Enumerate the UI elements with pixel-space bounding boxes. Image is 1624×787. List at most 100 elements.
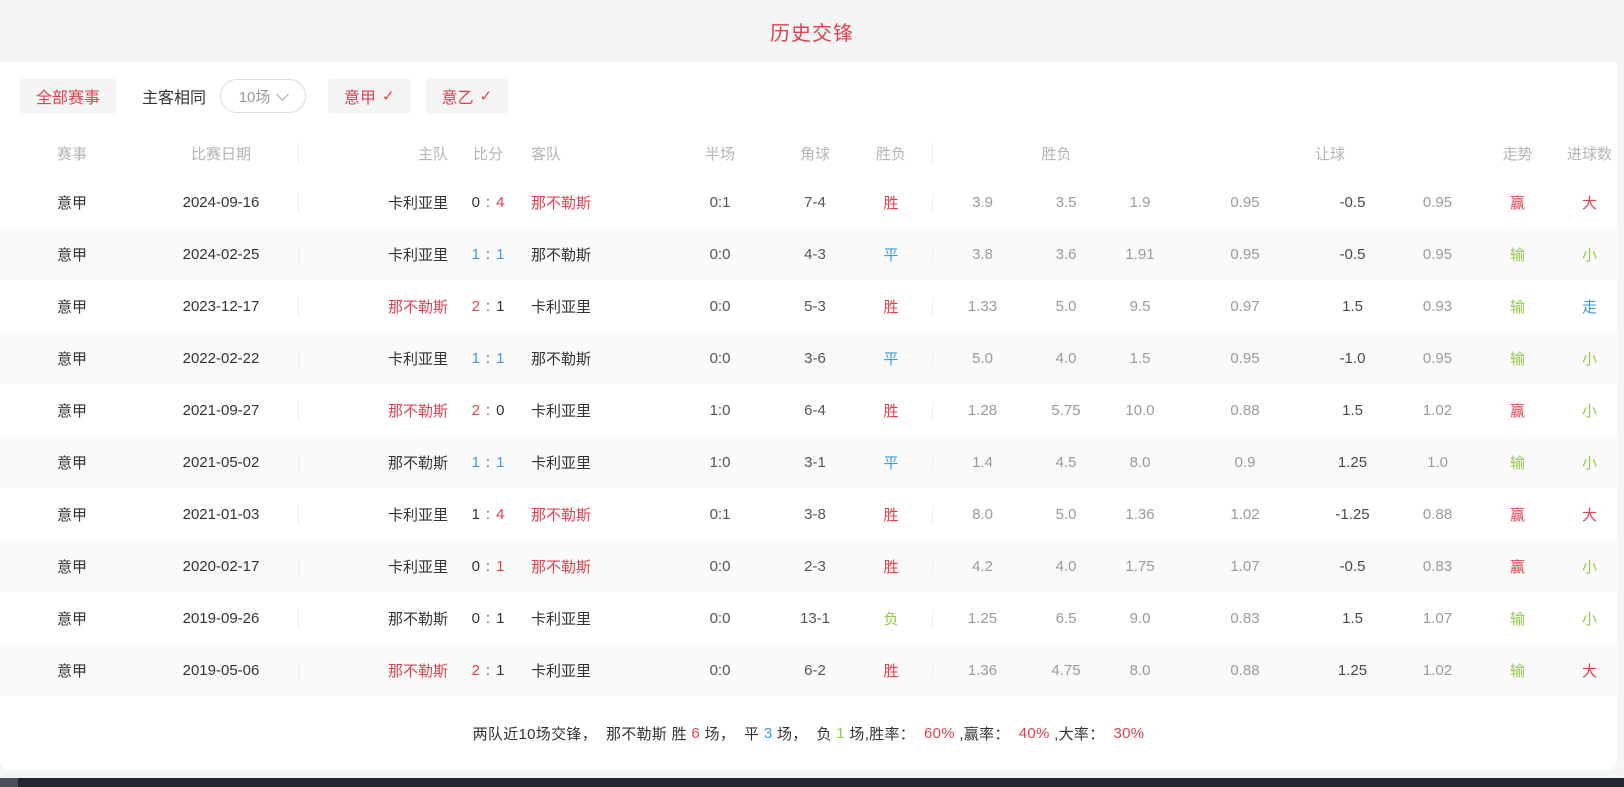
- table-row: 意甲 2019-05-06 那不勒斯 2:1 卡利亚里 0:0 6-2 胜 1.…: [0, 644, 1617, 696]
- score-separator: :: [485, 193, 491, 211]
- serie-a-label: 意甲: [344, 90, 377, 107]
- handicap-home-cell: 0.9: [1234, 453, 1256, 471]
- handicap-home-cell: 0.95: [1230, 349, 1260, 367]
- handicap-away-cell: 0.88: [1422, 505, 1453, 523]
- goals-cell: 小: [1581, 610, 1597, 628]
- summary-segment: 30%: [1113, 724, 1145, 742]
- away-team-cell: 卡利亚里: [531, 662, 592, 680]
- goals-cell: 小: [1581, 246, 1597, 264]
- handicap-away-cell: 1.02: [1422, 401, 1453, 419]
- away-score: 1: [496, 245, 505, 263]
- trend-cell: 赢: [1509, 402, 1525, 420]
- date-cell: 2019-05-06: [182, 661, 260, 679]
- serie-b-filter-button[interactable]: 意乙 ✓: [425, 78, 509, 114]
- summary-segment: 6: [691, 724, 701, 742]
- rounds-dropdown[interactable]: 10场: [220, 79, 307, 113]
- handicap-line-cell: 1.5: [1342, 297, 1363, 315]
- score-separator: :: [485, 557, 491, 575]
- trend-cell: 输: [1509, 610, 1525, 628]
- trend-cell: 输: [1509, 246, 1525, 264]
- odds-lose-cell: 1.75: [1125, 557, 1155, 575]
- odds-draw-cell: 5.75: [1051, 401, 1081, 419]
- header-result: 胜负: [875, 145, 906, 163]
- away-team-cell: 那不勒斯: [531, 194, 592, 212]
- score-cell: 2:1: [458, 662, 518, 679]
- all-matches-button[interactable]: 全部赛事: [20, 78, 117, 114]
- table-header-row: 赛事 比赛日期 主队 比分 客队 半场 角球 胜负 胜负 让球 走势 进球数: [0, 130, 1617, 176]
- home-score: 2: [471, 401, 480, 419]
- check-icon: ✓: [382, 88, 395, 105]
- away-score: 1: [496, 349, 505, 367]
- league-cell: 意甲: [56, 662, 87, 680]
- league-cell: 意甲: [56, 558, 87, 576]
- summary-segment: 40%: [1018, 724, 1050, 742]
- handicap-line-cell: -1.25: [1335, 505, 1370, 523]
- handicap-home-cell: 0.88: [1230, 401, 1260, 419]
- header-score: 比分: [472, 145, 503, 163]
- chevron-down-icon: [276, 87, 290, 101]
- summary-segment: 两队近10场交锋， 那不勒斯 胜: [472, 725, 692, 743]
- odds-win-cell: 1.28: [932, 401, 1032, 419]
- score-separator: :: [485, 297, 491, 315]
- page-title: 历史交锋: [770, 22, 854, 45]
- handicap-away-cell: 0.95: [1422, 245, 1453, 263]
- score-cell: 0:1: [458, 610, 518, 627]
- header-handicap-group: 让球: [1314, 145, 1345, 163]
- home-score: 2: [471, 661, 480, 679]
- away-score: 1: [496, 557, 505, 575]
- check-icon: ✓: [479, 88, 493, 105]
- header-league: 赛事: [56, 145, 87, 163]
- handicap-line-cell: 1.25: [1337, 453, 1368, 471]
- header-half: 半场: [704, 145, 735, 163]
- odds-draw-cell: 5.0: [1055, 297, 1077, 315]
- odds-draw-cell: 6.5: [1055, 609, 1077, 627]
- summary-segment: 1: [836, 724, 845, 742]
- handicap-line-cell: 1.25: [1337, 661, 1368, 679]
- halftime-cell: 0:0: [709, 609, 731, 627]
- corner-cell: 6-4: [804, 401, 826, 419]
- league-cell: 意甲: [56, 402, 87, 420]
- result-cell: 平: [883, 350, 899, 368]
- odds-draw-cell: 4.5: [1055, 453, 1077, 471]
- home-score: 1: [471, 349, 480, 367]
- serie-a-filter-button[interactable]: 意甲 ✓: [328, 78, 411, 114]
- trend-cell: 输: [1509, 350, 1525, 368]
- summary-segment: ,大率：: [1049, 725, 1114, 743]
- header-corner: 角球: [799, 145, 830, 163]
- handicap-line-cell: -1.0: [1339, 349, 1366, 367]
- header-away: 客队: [531, 145, 562, 163]
- halftime-cell: 0:0: [709, 349, 731, 367]
- corner-cell: 3-1: [804, 453, 826, 471]
- corner-cell: 4-3: [804, 245, 826, 263]
- away-team-cell: 卡利亚里: [531, 298, 592, 316]
- odds-draw-cell: 3.6: [1055, 245, 1077, 263]
- date-cell: 2023-12-17: [182, 297, 260, 315]
- score-cell: 1:1: [458, 350, 518, 367]
- table-row: 意甲 2021-01-03 卡利亚里 1:4 那不勒斯 0:1 3-8 胜 8.…: [0, 488, 1617, 540]
- league-cell: 意甲: [56, 194, 87, 212]
- handicap-line-cell: 1.5: [1342, 609, 1363, 627]
- odds-win-cell: 3.8: [932, 245, 1032, 263]
- goals-cell: 小: [1581, 350, 1597, 368]
- same-home-away-button[interactable]: 主客相同: [142, 90, 207, 107]
- handicap-away-cell: 0.93: [1422, 297, 1453, 315]
- home-score: 0: [471, 557, 480, 575]
- date-cell: 2021-05-02: [182, 453, 260, 471]
- corner-cell: 3-8: [804, 505, 826, 523]
- handicap-home-cell: 0.83: [1230, 609, 1260, 627]
- away-team-cell: 卡利亚里: [531, 610, 592, 628]
- home-team-cell: 那不勒斯: [298, 399, 458, 421]
- score-cell: 2:0: [458, 402, 518, 419]
- odds-lose-cell: 10.0: [1125, 401, 1155, 419]
- handicap-home-cell: 1.07: [1230, 557, 1260, 575]
- odds-win-cell: 4.2: [932, 557, 1032, 575]
- odds-win-cell: 1.4: [932, 453, 1032, 471]
- date-cell: 2020-02-17: [182, 557, 260, 575]
- summary-segment: 场， 负: [772, 725, 837, 743]
- score-cell: 1:4: [458, 506, 518, 523]
- summary-segment: 场， 平: [700, 725, 764, 743]
- halftime-cell: 0:0: [709, 245, 731, 263]
- all-matches-label: 全部赛事: [36, 90, 101, 107]
- home-score: 0: [471, 193, 480, 211]
- score-cell: 1:1: [458, 246, 518, 263]
